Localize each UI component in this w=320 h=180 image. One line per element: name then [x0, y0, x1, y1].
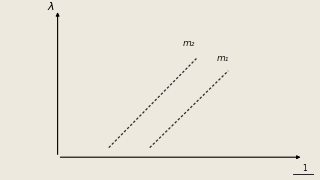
Text: λ: λ — [48, 3, 54, 12]
Text: 1: 1 — [303, 164, 308, 173]
Text: m₁: m₁ — [217, 54, 229, 63]
Text: m₂: m₂ — [183, 39, 195, 48]
